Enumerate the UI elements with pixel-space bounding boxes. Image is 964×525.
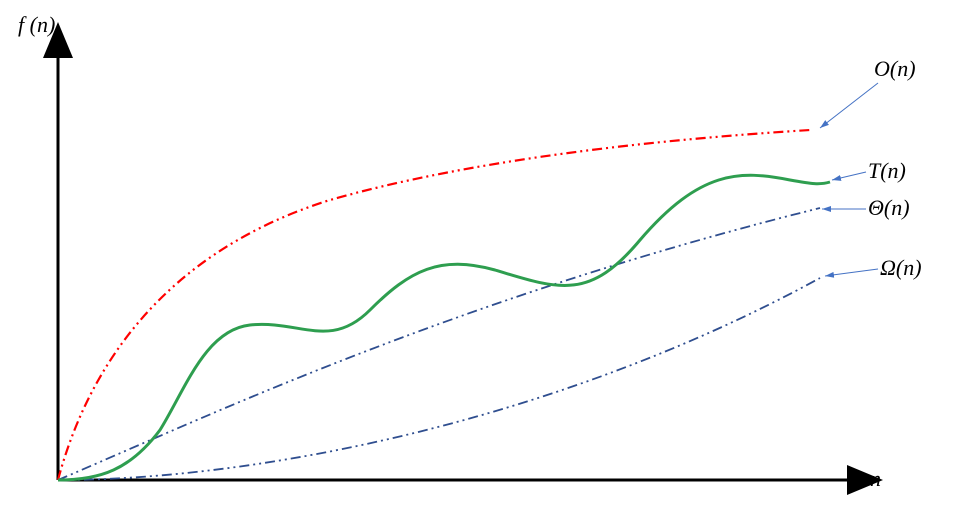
pointer-bigO bbox=[820, 83, 878, 128]
pointer-omega bbox=[825, 269, 878, 276]
pointer-T bbox=[832, 172, 866, 180]
curve-theta bbox=[58, 208, 820, 480]
curve-omega bbox=[58, 278, 820, 480]
curve-T bbox=[58, 175, 830, 480]
label-theta: Θ(n) bbox=[868, 195, 910, 221]
curve-bigO bbox=[58, 130, 810, 480]
label-omega: Ω(n) bbox=[880, 255, 922, 281]
chart-svg bbox=[0, 0, 964, 525]
label-bigO: O(n) bbox=[874, 56, 916, 82]
label-T: T(n) bbox=[868, 158, 906, 184]
y-axis-label: f (n) bbox=[18, 12, 55, 38]
complexity-chart: f (n) n O(n) T(n) Θ(n) Ω(n) bbox=[0, 0, 964, 525]
x-axis-label: n bbox=[870, 466, 881, 492]
